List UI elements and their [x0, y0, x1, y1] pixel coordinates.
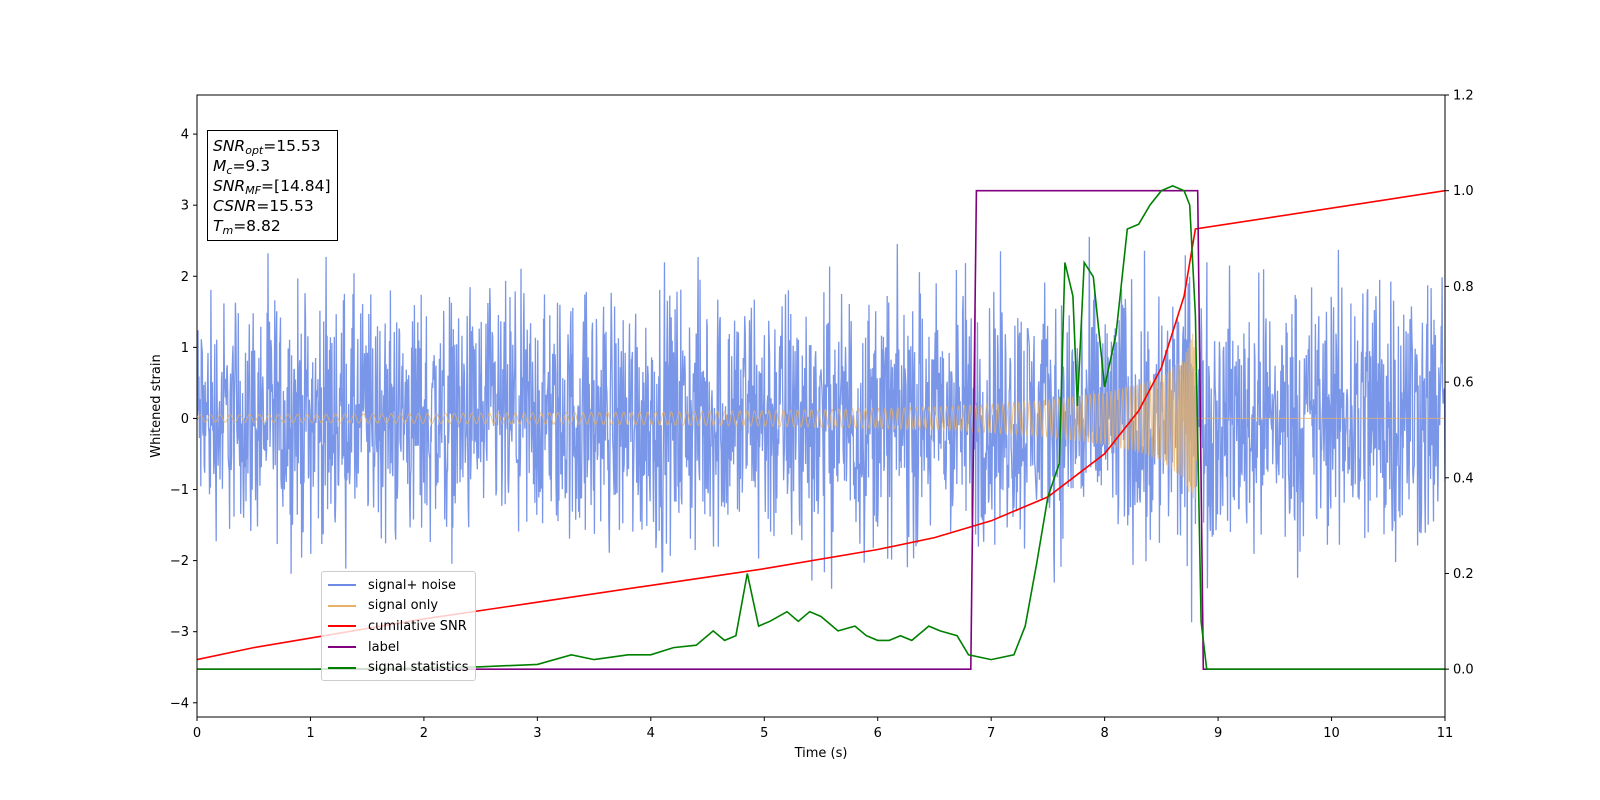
legend-swatch-signal-statistics — [328, 666, 356, 669]
y-tick-label: 1 — [181, 341, 189, 356]
x-tick-label: 2 — [420, 726, 428, 741]
x-tick-label: 6 — [874, 726, 882, 741]
x-tick-label: 8 — [1100, 726, 1108, 741]
legend-swatch-signal-noise — [328, 584, 356, 587]
legend-item-signal-noise: signal+ noise — [328, 575, 469, 596]
annotation-tm: Tm=8.82 — [213, 217, 281, 237]
annotation-mc: Mc=9.3 — [213, 157, 271, 177]
y2-tick-label: 1.0 — [1453, 184, 1474, 199]
x-tick-label: 4 — [647, 726, 655, 741]
x-axis-label: Time (s) — [794, 746, 848, 761]
x-tick-label: 0 — [193, 726, 201, 741]
x-tick-label: 7 — [987, 726, 995, 741]
y2-tick-label: 1.2 — [1453, 89, 1474, 104]
y2-tick-label: 0.8 — [1453, 280, 1474, 295]
x-tick-label: 5 — [760, 726, 768, 741]
x-tick-label: 11 — [1437, 726, 1454, 741]
series-signal-only-line — [197, 333, 1445, 499]
legend-item-signal-only: signal only — [328, 596, 469, 617]
annotation-snr-mf: SNRMF=[14.84] — [213, 177, 331, 197]
x-tick-label: 1 — [306, 726, 314, 741]
legend-swatch-cumulative-snr — [328, 625, 356, 628]
y-tick-label: 2 — [181, 270, 189, 285]
legend-swatch-signal-only — [328, 604, 356, 607]
plot-frame — [196, 94, 1446, 718]
y-tick-label: 0 — [181, 412, 189, 427]
y-tick-label: −1 — [170, 483, 189, 498]
series-signal-statistics-line — [197, 185, 1445, 670]
y2-tick-label: 0.4 — [1453, 471, 1474, 486]
y-axis-label: Whitened strain — [149, 354, 164, 457]
y2-tick-label: 0.2 — [1453, 567, 1474, 582]
y-tick-label: 4 — [181, 128, 189, 143]
legend: signal+ noise signal only cumilative SNR… — [321, 571, 476, 681]
y-tick-label: −4 — [170, 696, 189, 711]
annotation-snr-opt: SNRopt=15.53 — [213, 137, 321, 157]
x-tick-label: 9 — [1214, 726, 1222, 741]
x-tick-label: 3 — [533, 726, 541, 741]
legend-item-cumulative-snr: cumilative SNR — [328, 616, 469, 637]
y-tick-label: 3 — [181, 199, 189, 214]
axes-ticks: 0 1 2 3 4 5 6 7 8 9 10 1143210−1−2−3−41.21.00.80.60… — [170, 89, 1474, 742]
legend-item-label: label — [328, 637, 469, 658]
x-tick-label: 10 — [1323, 726, 1340, 741]
legend-swatch-label — [328, 646, 356, 649]
legend-item-signal-statistics: signal statistics — [328, 657, 469, 678]
annotation-csnr: CSNR=15.53 — [213, 197, 314, 215]
series-signal-noise-line — [197, 236, 1445, 623]
y-tick-label: −3 — [170, 625, 189, 640]
annotation-box: SNRopt=15.53 Mc=9.3 SNRMF=[14.84] CSNR=1… — [207, 130, 338, 241]
y2-tick-label: 0.6 — [1453, 376, 1474, 391]
y2-tick-label: 0.0 — [1453, 663, 1474, 678]
y-tick-label: −2 — [170, 554, 189, 569]
